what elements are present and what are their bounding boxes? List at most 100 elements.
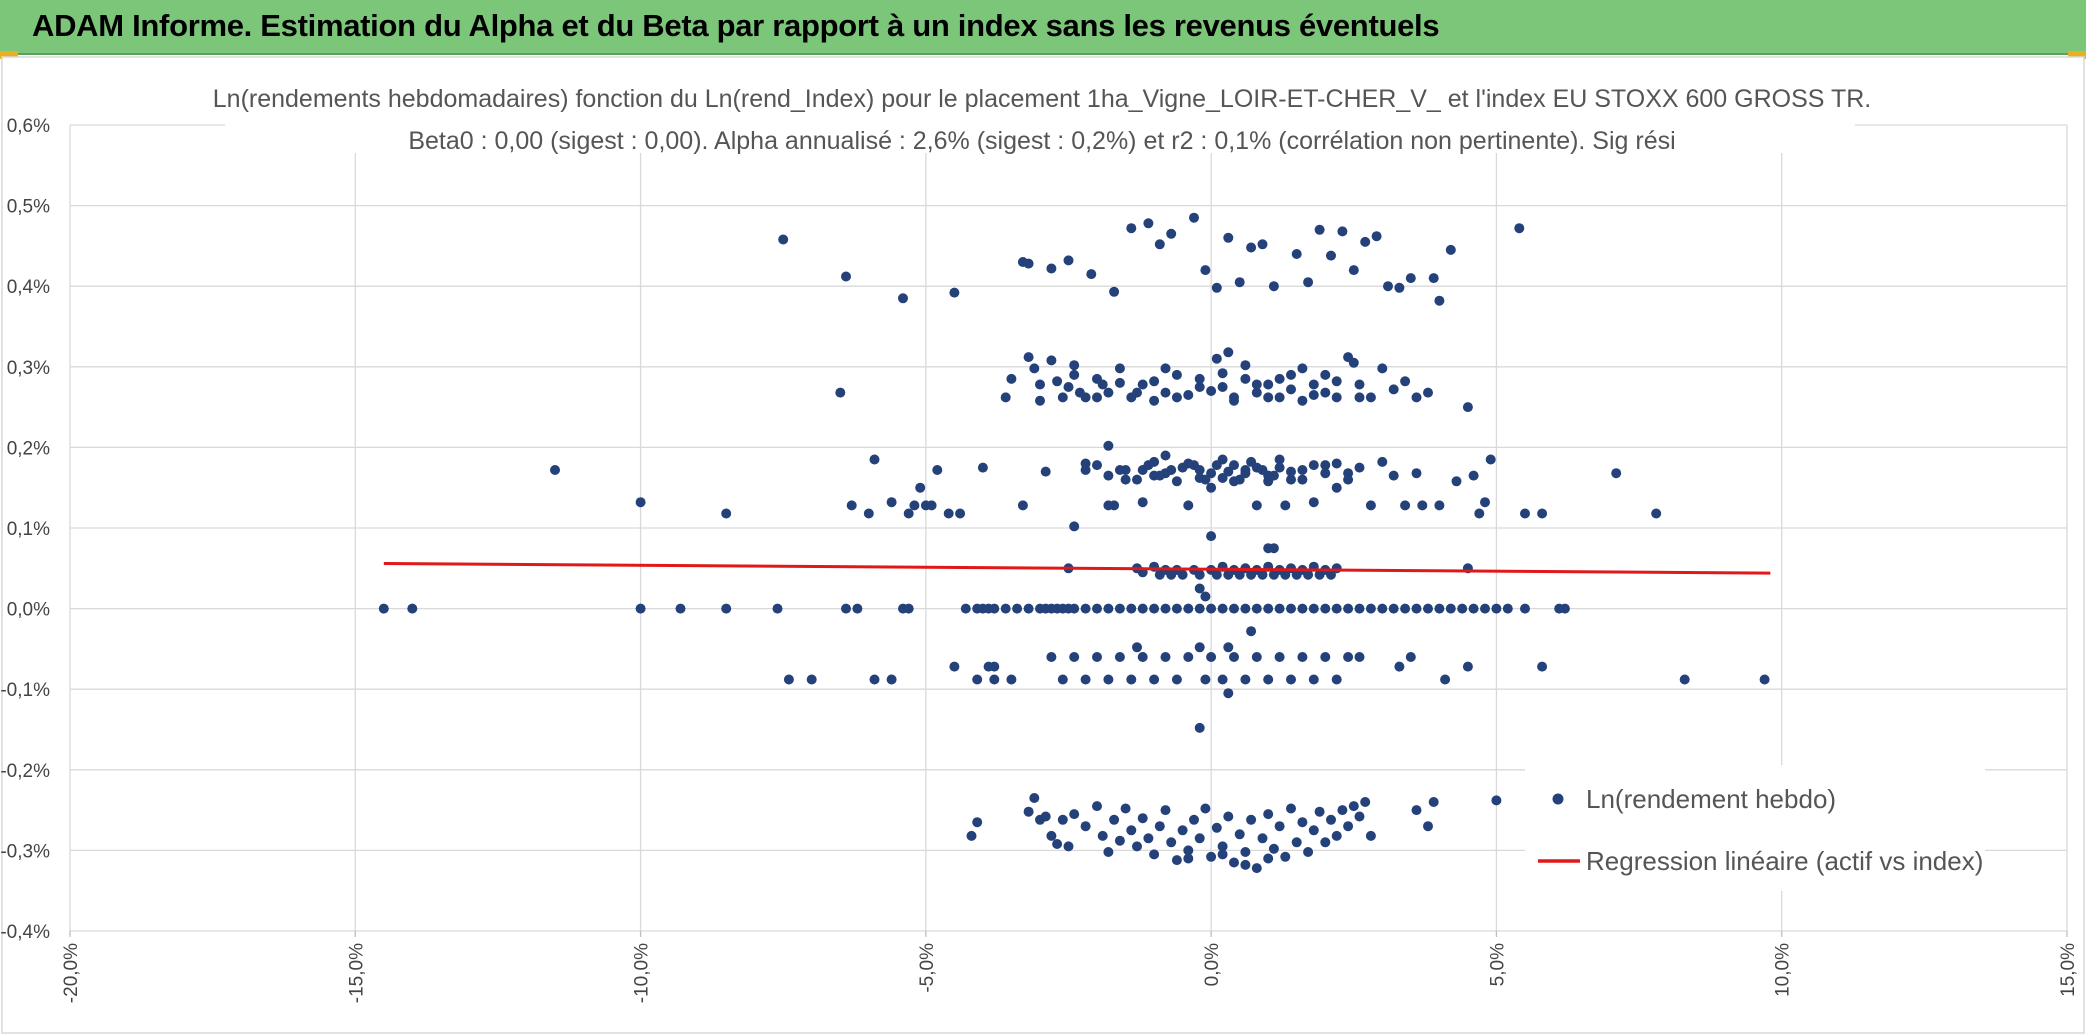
data-point xyxy=(1679,674,1690,685)
data-point xyxy=(783,674,794,685)
data-point xyxy=(1183,390,1194,400)
data-point xyxy=(1388,384,1399,395)
data-point xyxy=(1251,500,1262,511)
data-point xyxy=(1343,652,1354,662)
data-point xyxy=(1143,833,1154,844)
data-point xyxy=(1217,603,1228,614)
data-point xyxy=(852,603,863,614)
data-point xyxy=(1006,373,1017,384)
data-point xyxy=(903,508,914,519)
data-point xyxy=(1035,379,1045,390)
data-point xyxy=(1149,395,1160,406)
banner-title: ADAM Informe. Estimation du Alpha et du … xyxy=(32,8,1440,43)
data-point xyxy=(1480,497,1490,508)
data-point xyxy=(1126,674,1137,685)
data-point xyxy=(1229,603,1239,614)
data-point xyxy=(1223,811,1234,822)
data-point xyxy=(977,462,988,473)
data-point xyxy=(1451,476,1462,487)
data-point xyxy=(1166,465,1177,475)
data-point xyxy=(1268,281,1279,292)
data-point xyxy=(1057,392,1068,403)
data-point xyxy=(1069,652,1080,662)
data-point xyxy=(1240,360,1251,371)
data-point xyxy=(1109,500,1120,511)
data-point xyxy=(1206,851,1217,862)
data-point xyxy=(1320,460,1331,471)
data-point xyxy=(1251,652,1262,662)
data-point xyxy=(1428,797,1439,807)
data-point xyxy=(1480,603,1490,614)
scatter-chart: 0,6% 0,5% 0,4% 0,3% 0,2% 0,1% 0,0% -0,1% -0,2% -0… xyxy=(0,56,2085,1034)
data-point xyxy=(1297,817,1308,828)
data-point xyxy=(1491,603,1502,614)
data-point xyxy=(1308,460,1319,471)
data-point xyxy=(1520,603,1530,614)
data-point xyxy=(1069,809,1080,820)
data-point xyxy=(1132,841,1142,852)
data-point xyxy=(972,674,983,685)
data-point xyxy=(1337,805,1348,816)
data-point xyxy=(1052,839,1063,849)
data-point xyxy=(1171,392,1182,403)
data-point xyxy=(1434,603,1445,614)
data-point xyxy=(1229,652,1239,662)
data-point xyxy=(1166,228,1177,239)
data-point xyxy=(1017,500,1028,511)
data-point xyxy=(1103,847,1114,857)
data-point xyxy=(1149,849,1160,860)
data-point xyxy=(1343,821,1354,832)
data-point xyxy=(1280,500,1291,511)
data-point xyxy=(1046,263,1057,274)
data-point xyxy=(1308,497,1319,508)
data-point xyxy=(1308,390,1319,400)
data-point xyxy=(1343,603,1354,614)
data-point xyxy=(1440,674,1451,685)
legend: Ln(rendement hebdo) Regression linéaire … xyxy=(1525,765,1985,891)
data-point xyxy=(1114,652,1125,662)
data-point xyxy=(1388,603,1399,614)
data-point xyxy=(1263,603,1274,614)
data-point xyxy=(1023,806,1034,817)
data-point xyxy=(1354,379,1365,390)
data-point xyxy=(1092,801,1102,812)
data-point xyxy=(1485,454,1496,465)
data-point xyxy=(1114,603,1125,614)
chart-area: 0,6% 0,5% 0,4% 0,3% 0,2% 0,1% 0,0% -0,1% -0,2% -0… xyxy=(0,55,2086,1035)
data-point xyxy=(1360,236,1371,247)
data-point xyxy=(977,603,988,614)
data-point xyxy=(1211,569,1222,580)
data-point xyxy=(1377,456,1388,467)
data-point xyxy=(949,661,960,672)
data-point xyxy=(1354,462,1365,473)
data-point xyxy=(1029,363,1040,374)
data-point xyxy=(1400,376,1411,387)
data-point xyxy=(846,500,857,511)
data-point xyxy=(1160,805,1171,816)
data-point xyxy=(960,603,971,614)
data-point xyxy=(1251,379,1262,390)
data-point xyxy=(1343,474,1354,485)
data-point xyxy=(1445,603,1456,614)
data-point xyxy=(886,497,897,508)
data-point xyxy=(1137,652,1148,662)
data-point xyxy=(1189,460,1199,471)
data-point xyxy=(1297,603,1308,614)
data-point xyxy=(1377,363,1388,374)
data-point xyxy=(1023,603,1034,614)
data-point xyxy=(1331,392,1342,403)
data-point xyxy=(1103,674,1114,685)
data-point xyxy=(1092,460,1102,471)
data-point xyxy=(1411,603,1422,614)
data-point xyxy=(1086,269,1097,280)
data-point xyxy=(1217,674,1228,685)
data-point xyxy=(1109,286,1120,297)
data-point xyxy=(1651,508,1662,519)
data-point xyxy=(1297,465,1308,475)
data-point xyxy=(1246,626,1257,637)
data-point xyxy=(1137,603,1148,614)
data-point xyxy=(1274,392,1285,403)
data-point xyxy=(1046,652,1057,662)
data-point xyxy=(1229,395,1239,406)
data-point xyxy=(1234,474,1245,485)
